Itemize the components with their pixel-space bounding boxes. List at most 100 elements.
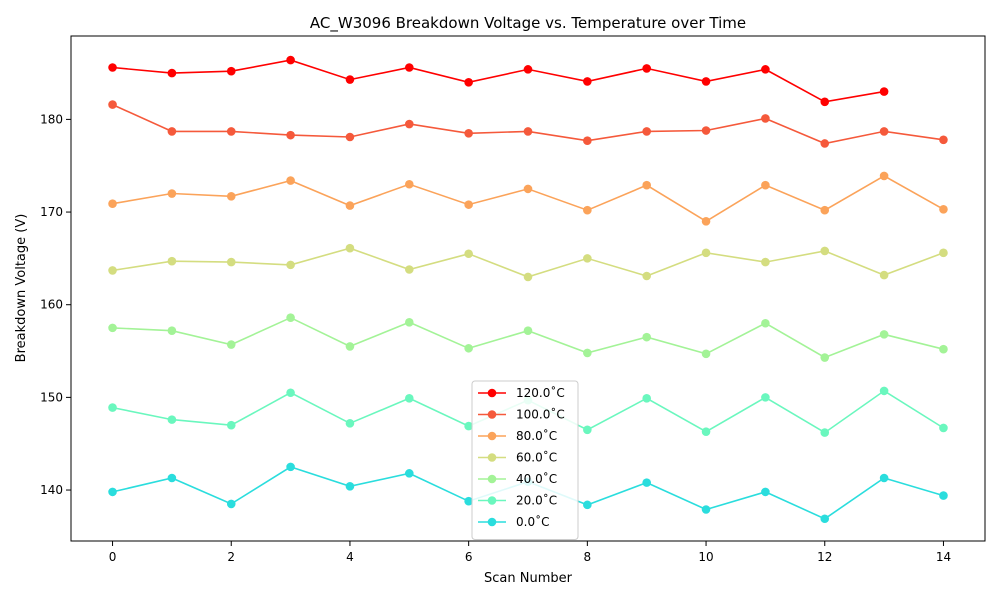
legend-label: 0.0˚C: [516, 514, 549, 529]
data-point: [523, 184, 533, 194]
data-point: [583, 205, 592, 215]
x-axis: 0 2 4 6 8 10 12 14: [109, 541, 951, 564]
data-point: [464, 421, 473, 431]
data-point: [583, 254, 592, 263]
legend-label: 100.0˚C: [516, 407, 565, 422]
data-point: [286, 260, 295, 270]
legend-label: 80.0˚C: [516, 428, 557, 443]
data-point: [939, 204, 948, 214]
data-point: [701, 77, 711, 86]
x-tick-label: 8: [584, 550, 592, 564]
y-tick-label: 140: [40, 483, 63, 497]
data-point: [345, 482, 355, 491]
chart-title: AC_W3096 Breakdown Voltage vs. Temperatu…: [310, 14, 746, 33]
data-point: [404, 265, 414, 274]
data-point: [879, 386, 889, 396]
data-point: [226, 66, 236, 76]
legend-item: 20.0˚C: [478, 493, 557, 508]
data-point: [761, 65, 770, 74]
data-point: [226, 127, 236, 136]
data-point: [286, 462, 295, 472]
data-point: [523, 272, 533, 282]
legend-item: 60.0˚C: [478, 450, 557, 465]
plot-frame: [70, 35, 986, 542]
series-0: [108, 55, 889, 107]
data-point: [404, 394, 414, 403]
data-point: [167, 256, 177, 266]
data-point: [642, 478, 652, 487]
data-point: [761, 393, 770, 402]
data-point: [345, 75, 355, 84]
data-point: [404, 469, 414, 478]
legend-item: 0.0˚C: [478, 514, 549, 529]
data-point: [642, 64, 652, 73]
data-point: [464, 343, 473, 353]
series-1: [108, 100, 948, 148]
data-point: [286, 176, 295, 185]
data-point: [464, 200, 473, 209]
data-point: [761, 257, 770, 267]
data-point: [167, 189, 177, 198]
data-point: [108, 63, 117, 72]
data-point: [108, 199, 117, 209]
legend-item: 120.0˚C: [478, 385, 565, 400]
data-point: [286, 55, 295, 65]
data-point: [820, 205, 830, 215]
data-point: [939, 423, 948, 433]
data-point: [167, 473, 177, 483]
data-point: [761, 180, 770, 190]
data-point: [642, 127, 652, 136]
legend-swatch-marker: [487, 388, 497, 398]
data-point: [761, 318, 770, 328]
data-point: [879, 330, 889, 339]
data-point: [939, 135, 948, 145]
data-point: [464, 496, 473, 506]
data-point: [108, 487, 117, 497]
data-point: [701, 126, 711, 135]
legend-swatch-marker: [487, 496, 497, 505]
data-point: [345, 132, 355, 142]
legend-swatch-marker: [487, 431, 497, 441]
data-point: [642, 180, 652, 190]
data-point: [879, 270, 889, 280]
data-point: [464, 128, 473, 138]
y-tick-label: 160: [40, 298, 63, 312]
y-tick-label: 180: [40, 112, 63, 126]
legend-item: 40.0˚C: [478, 471, 557, 486]
legend-label: 40.0˚C: [516, 471, 557, 486]
series-line: [112, 316, 944, 359]
data-point: [404, 318, 414, 327]
data-point: [464, 78, 473, 87]
data-point: [345, 419, 355, 428]
data-point: [583, 425, 592, 435]
data-point: [167, 127, 177, 136]
plot-area: [108, 55, 948, 524]
legend-item: 80.0˚C: [478, 428, 557, 443]
series-4: [108, 313, 948, 362]
data-point: [939, 248, 948, 258]
legend-swatch-marker: [487, 517, 497, 527]
y-axis: 140 150 160 170 180: [40, 112, 71, 497]
data-point: [404, 63, 414, 72]
data-point: [226, 420, 236, 430]
data-point: [108, 403, 117, 412]
data-point: [701, 217, 711, 226]
data-point: [583, 77, 592, 86]
data-point: [523, 326, 533, 335]
legend-item: 100.0˚C: [478, 407, 565, 422]
data-point: [464, 249, 473, 259]
data-point: [523, 65, 533, 74]
data-point: [820, 428, 830, 437]
legend-swatch-marker: [487, 410, 497, 419]
data-point: [226, 499, 236, 509]
x-tick-label: 14: [936, 550, 951, 564]
data-point: [583, 348, 592, 358]
data-point: [701, 248, 711, 258]
data-point: [642, 332, 652, 342]
data-point: [108, 323, 117, 333]
legend-swatch-marker: [487, 474, 497, 484]
data-point: [879, 87, 889, 96]
data-point: [404, 179, 414, 189]
legend-label: 120.0˚C: [516, 385, 565, 400]
data-point: [820, 514, 830, 524]
